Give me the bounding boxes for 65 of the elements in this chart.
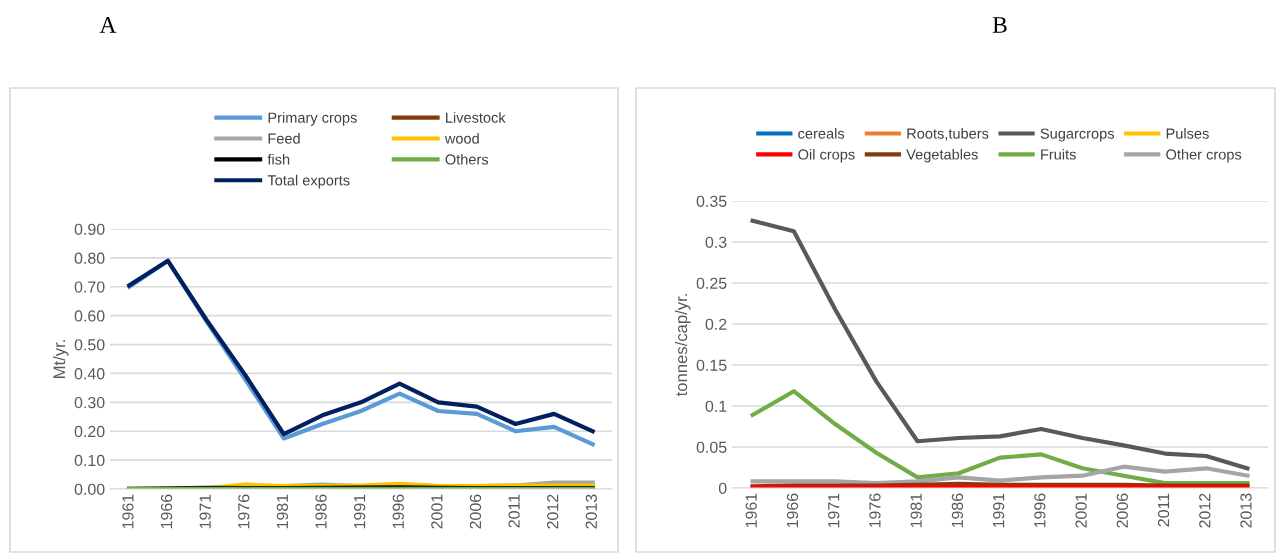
y-tick-label: 0.1 bbox=[705, 400, 727, 412]
line-series bbox=[750, 464, 1250, 486]
x-tick-label: 1996 bbox=[392, 494, 404, 529]
x-tick-label: 1991 bbox=[353, 494, 366, 529]
x-tick-label: 2013 bbox=[1240, 493, 1252, 528]
legend-label: fish bbox=[267, 153, 290, 165]
chart-title: A bbox=[99, 17, 117, 33]
y-tick-label: 0.90 bbox=[74, 223, 105, 235]
x-tick-label: 1961 bbox=[122, 494, 134, 529]
legend-label: cereals bbox=[798, 128, 845, 139]
y-tick-label: 0.50 bbox=[74, 339, 105, 351]
x-tick-label: 1976 bbox=[238, 494, 250, 529]
legend-label: Oil crops bbox=[798, 148, 855, 163]
y-axis-title: Mt/yr. bbox=[52, 340, 69, 378]
x-tick-label: 1996 bbox=[1034, 493, 1046, 528]
legend-label: Others bbox=[445, 153, 489, 165]
y-tick-label: 0.10 bbox=[74, 454, 105, 467]
legend-label: Pulses bbox=[1166, 128, 1209, 139]
y-tick-label: 0.80 bbox=[74, 252, 105, 264]
x-tick-label: 1981 bbox=[276, 494, 289, 529]
x-tick-label: 1986 bbox=[951, 493, 964, 528]
x-tick-label: 2001 bbox=[1075, 493, 1087, 528]
x-tick-label: 2012 bbox=[547, 494, 559, 529]
legend-label: Primary crops bbox=[268, 112, 357, 126]
y-tick-label: 0.2 bbox=[705, 318, 727, 330]
y-tick-label: 0.60 bbox=[74, 310, 105, 322]
y-tick-label: 0.00 bbox=[74, 483, 105, 495]
x-tick-label: 2013 bbox=[585, 494, 597, 529]
y-tick-label: 0 bbox=[718, 482, 727, 494]
y-tick-label: 0.25 bbox=[696, 277, 727, 289]
x-tick-label: 2012 bbox=[1199, 493, 1211, 528]
chart-title: B bbox=[992, 17, 1007, 33]
y-tick-label: 0.3 bbox=[705, 236, 727, 248]
x-tick-label: 1971 bbox=[199, 494, 211, 529]
x-tick-label: 1961 bbox=[745, 493, 757, 528]
legend-label: Vegetables bbox=[906, 148, 978, 163]
legend-label: wood bbox=[444, 133, 479, 144]
legend-label: Livestock bbox=[446, 112, 506, 123]
x-tick-label: 1971 bbox=[828, 493, 840, 528]
legend-label: Roots,tubers bbox=[907, 128, 989, 141]
legend-label: Total exports bbox=[267, 174, 350, 189]
x-tick-label: 2006 bbox=[469, 494, 482, 529]
y-tick-label: 0.40 bbox=[74, 368, 105, 380]
x-tick-label: 2006 bbox=[1116, 493, 1128, 528]
legend-label: Fruits bbox=[1041, 148, 1076, 160]
x-tick-label: 2011 bbox=[508, 494, 520, 528]
x-tick-label: 1981 bbox=[910, 493, 922, 528]
x-tick-label: 1976 bbox=[869, 493, 881, 528]
line-series bbox=[750, 218, 1250, 471]
legend-label: Other crops bbox=[1166, 148, 1242, 163]
y-tick-label: 0.05 bbox=[696, 441, 727, 453]
legend-label: Feed bbox=[268, 133, 300, 144]
x-tick-label: 1966 bbox=[786, 493, 799, 528]
x-tick-label: 1966 bbox=[160, 494, 173, 529]
y-axis-title: tonnes/cap/yr. bbox=[674, 294, 691, 397]
legend-label: Sugarcrops bbox=[1040, 128, 1114, 142]
x-tick-label: 2001 bbox=[431, 494, 443, 529]
y-tick-label: 0.35 bbox=[696, 195, 727, 207]
y-tick-label: 0.30 bbox=[74, 396, 105, 409]
y-tick-label: 0.20 bbox=[74, 425, 105, 438]
y-tick-label: 0.15 bbox=[696, 359, 727, 371]
x-tick-label: 1986 bbox=[315, 494, 327, 529]
x-tick-label: 1991 bbox=[992, 493, 1005, 528]
y-tick-label: 0.70 bbox=[74, 281, 105, 293]
x-tick-label: 2011 bbox=[1157, 493, 1170, 527]
